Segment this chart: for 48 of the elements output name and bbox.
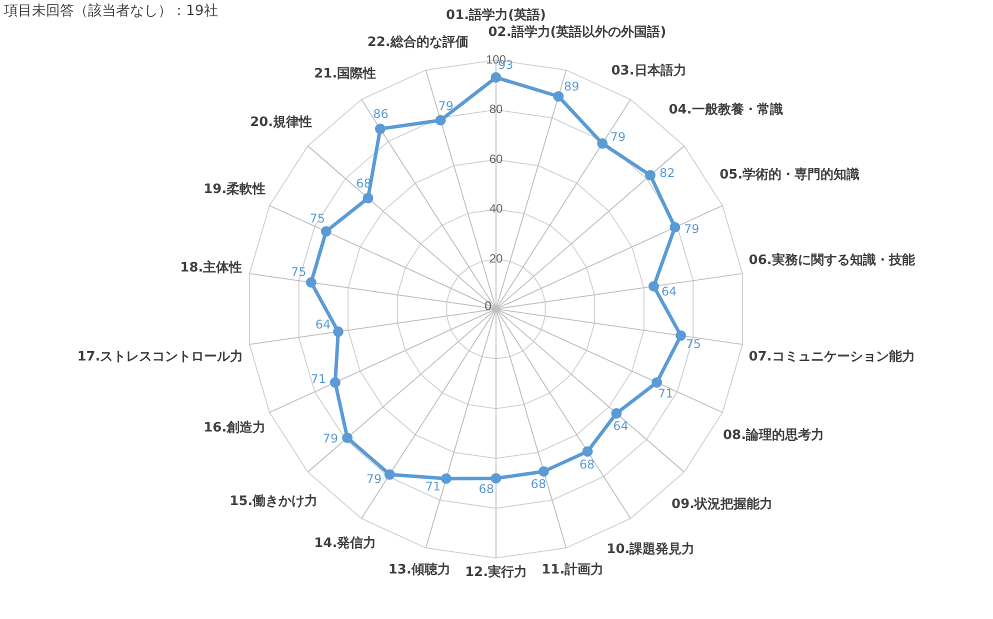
spoke-label: 19.柔軟性 [204, 182, 266, 198]
data-label: 89 [564, 80, 580, 94]
data-label: 79 [322, 432, 338, 446]
y-tick-label: 80 [489, 102, 503, 116]
data-label: 79 [366, 472, 382, 486]
data-label: 82 [660, 166, 675, 180]
spoke-label: 03.日本語力 [611, 62, 686, 79]
spoke-label: 17.ストレスコントロール力 [77, 350, 244, 365]
y-tick-label: 60 [489, 152, 503, 166]
data-label: 64 [661, 284, 677, 299]
spoke-label: 04.一般教養・常識 [668, 101, 783, 118]
spoke-label: 09.状況把握能力 [672, 496, 773, 512]
spoke-label: 18.主体性 [180, 259, 242, 276]
spoke-label: 16.創造力 [204, 420, 266, 436]
data-label: 71 [658, 386, 674, 401]
spoke-label: 15.働きかけ力 [230, 494, 318, 510]
spoke-label: 08.論理的思考力 [722, 427, 824, 444]
spoke-label: 14.発信力 [314, 536, 376, 552]
spoke-label: 05.学術的・専門的知識 [720, 166, 860, 182]
y-tick-label: 0 [484, 299, 492, 314]
spoke-label: 13.傾聴力 [388, 562, 450, 578]
data-label: 64 [613, 419, 628, 434]
spoke-label: 10.課題発見力 [606, 541, 695, 558]
spoke-label: 21.国際性 [314, 66, 376, 82]
data-label: 75 [290, 265, 306, 280]
y-tick-label: 40 [489, 202, 503, 216]
data-label: 79 [610, 130, 626, 144]
spoke-label: 20.規律性 [250, 115, 312, 130]
spoke-label: 07.コミュニケーション能力 [748, 348, 915, 365]
data-label: 86 [373, 106, 388, 121]
data-label: 79 [438, 99, 454, 114]
y-tick-label: 20 [489, 252, 503, 266]
data-label: 75 [686, 337, 702, 352]
data-label: 79 [684, 222, 700, 236]
data-label: 68 [530, 476, 546, 491]
data-label: 68 [478, 482, 494, 496]
spoke-label: 22.総合的な評価 [367, 34, 468, 50]
data-label: 75 [310, 212, 325, 226]
spoke-label: 11.計画力 [542, 561, 604, 578]
data-label: 68 [579, 458, 595, 472]
text: 項目未回答（該当者なし）：19社 [4, 2, 218, 20]
data-label: 64 [315, 318, 331, 332]
spoke-label: 12.実行力 [464, 564, 528, 580]
data-label: 71 [310, 372, 326, 386]
spoke-label: 02.語学力(英語以外の外国語) [488, 24, 666, 40]
data-label: 71 [425, 480, 441, 494]
spoke-label: 06.実務に関する知識・技能 [748, 252, 916, 268]
spoke-label: 01.語学力(英語) [446, 6, 546, 23]
